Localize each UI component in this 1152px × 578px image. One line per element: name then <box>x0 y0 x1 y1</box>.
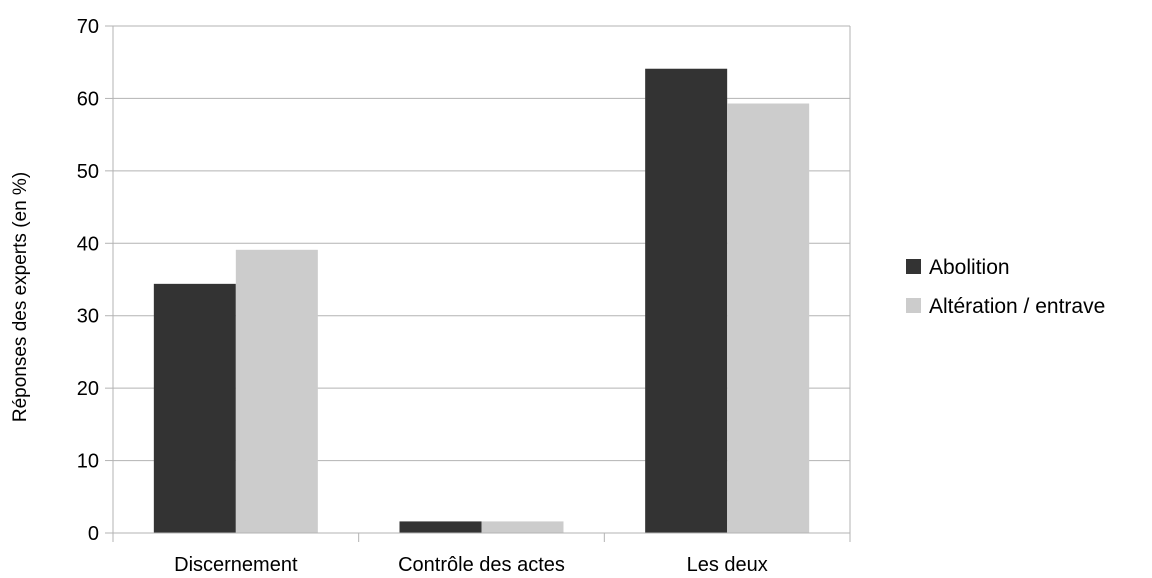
y-tick-label: 70 <box>77 16 99 38</box>
bar-alt-ration-entrave-1 <box>481 521 564 533</box>
bar-alt-ration-entrave-2 <box>727 103 810 534</box>
y-tick-label: 40 <box>77 233 99 255</box>
y-tick-label: 10 <box>77 451 99 473</box>
bar-alt-ration-entrave-0 <box>235 249 318 533</box>
legend: Abolition Altération / entrave <box>906 256 1105 318</box>
legend-swatch <box>906 298 921 313</box>
x-tick-label: Les deux <box>687 554 768 576</box>
x-tick-label: Contrôle des actes <box>398 554 565 576</box>
bar-abolition-1 <box>399 521 482 533</box>
bar-abolition-2 <box>645 68 728 534</box>
bars <box>153 68 810 534</box>
legend-label: Abolition <box>929 256 1010 279</box>
y-tick-label: 20 <box>77 378 99 400</box>
bar-abolition-0 <box>153 283 236 533</box>
x-tick-labels: Discernement Contrôle des actes Les deux <box>174 554 768 576</box>
y-tick-label: 60 <box>77 88 99 110</box>
legend-label: Altération / entrave <box>929 295 1105 318</box>
y-axis-title: Réponses des experts (en %) <box>10 172 31 422</box>
y-tick-label: 0 <box>88 523 99 545</box>
legend-swatch <box>906 259 921 274</box>
x-tick-label: Discernement <box>174 554 298 576</box>
axes <box>105 25 851 542</box>
y-tick-label: 50 <box>77 161 99 183</box>
y-tick-label: 30 <box>77 306 99 328</box>
y-tick-labels: 0 10 20 30 40 50 60 70 <box>77 16 99 545</box>
